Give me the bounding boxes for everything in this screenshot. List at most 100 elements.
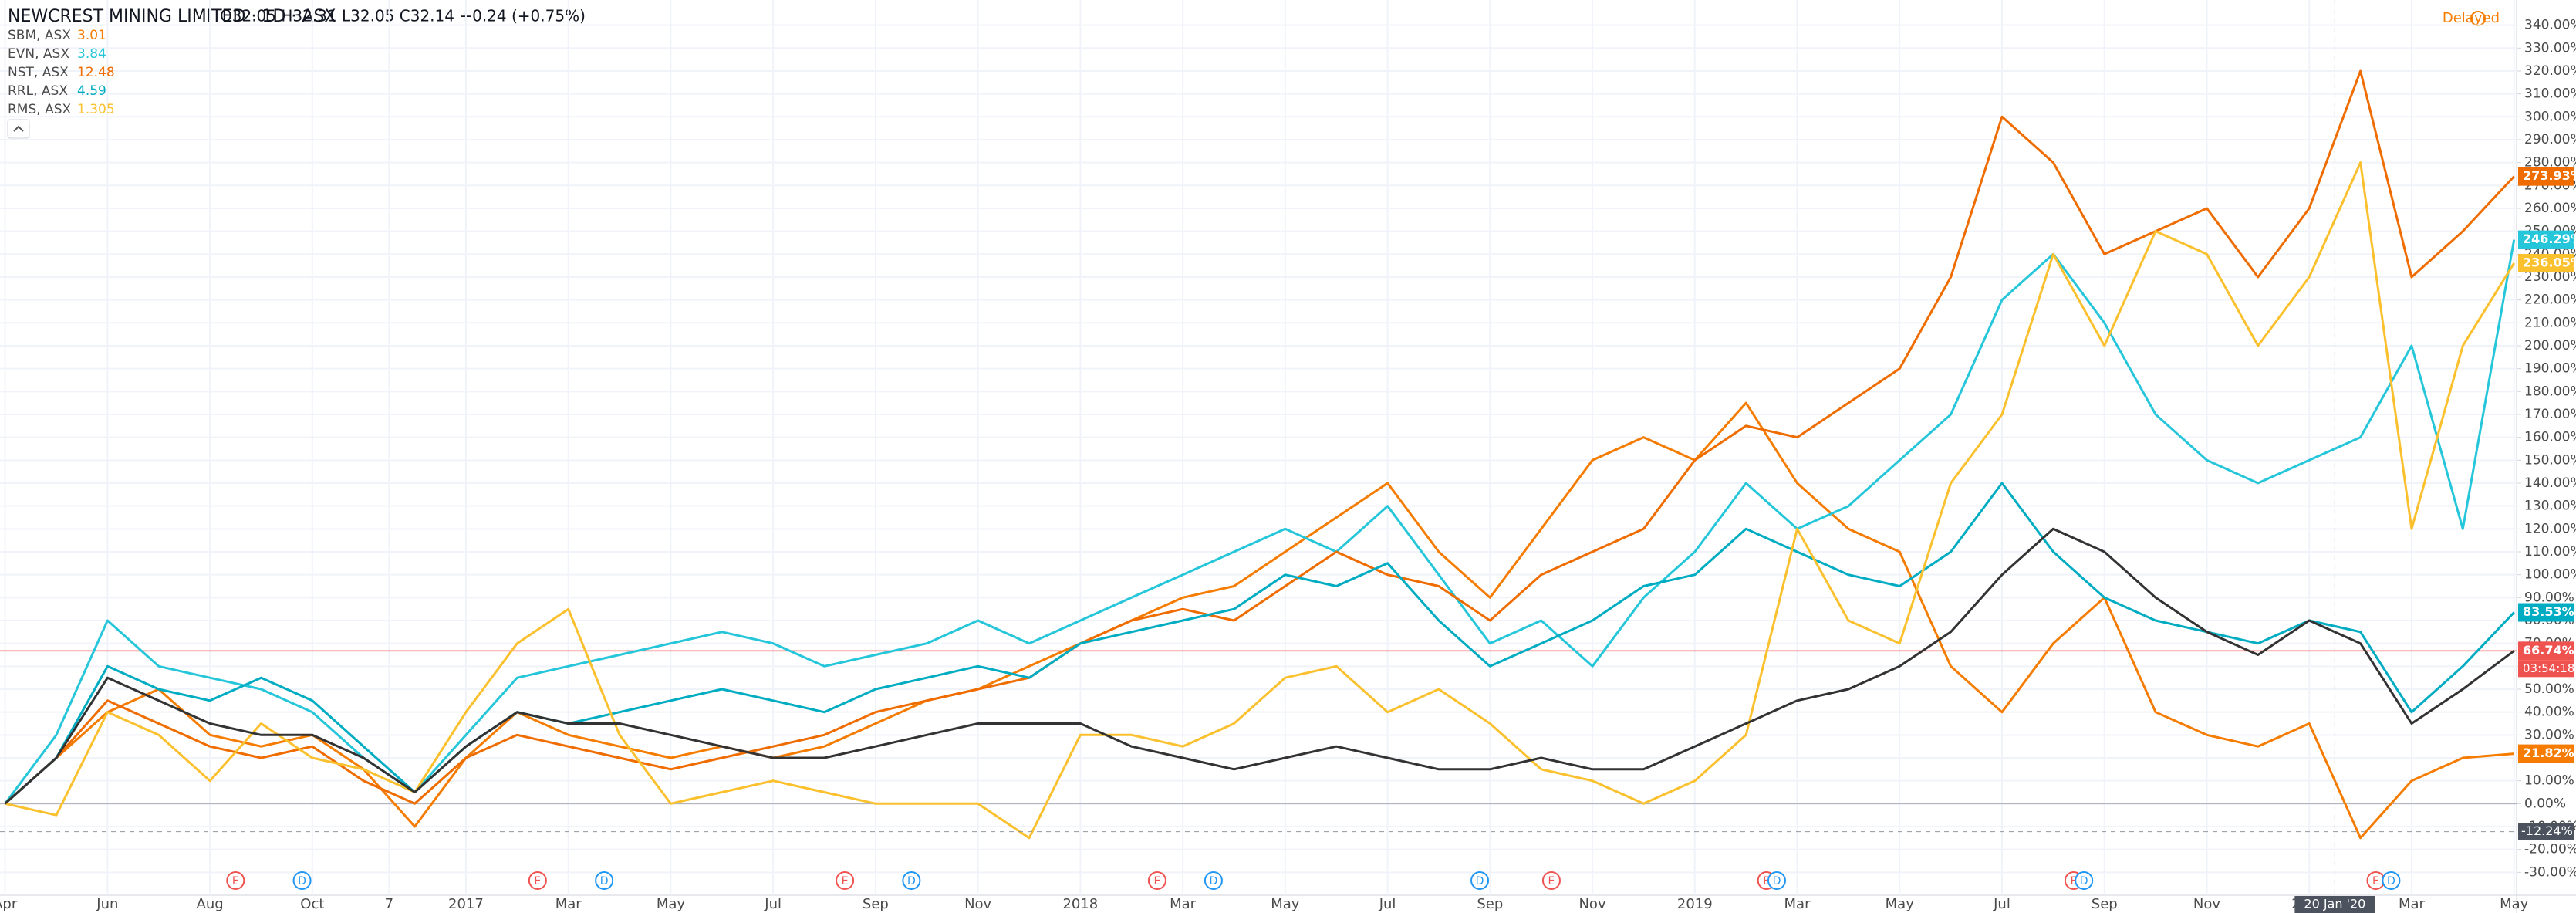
y-tick-label: 330.00% — [2524, 40, 2576, 56]
legend-name[interactable]: RMS, ASX — [8, 102, 71, 117]
series-line — [5, 161, 2515, 840]
x-tick-label: Nov — [1578, 896, 1605, 912]
x-tick-label: Nov — [2193, 896, 2220, 912]
last-value-badge — [2518, 254, 2574, 273]
y-tick-label: 150.00% — [2524, 452, 2576, 468]
last-value-badge — [2518, 167, 2574, 186]
main-series-line — [4, 527, 2515, 805]
y-tick-label: 50.00% — [2524, 681, 2574, 697]
event-label: E — [534, 875, 541, 888]
legend-price[interactable]: 1.305 — [77, 102, 115, 117]
ohlc: O32.05 H32.31 L32.05 C32.14 +0.24 (+0.75… — [220, 7, 586, 25]
x-tick-label: Mar — [555, 896, 582, 912]
event-marker[interactable] — [292, 871, 312, 890]
event-label: E — [1763, 875, 1770, 888]
event-label: E — [2070, 875, 2077, 888]
x-tick-label: Sep — [863, 896, 889, 912]
countdown: 03:54:18 — [2523, 661, 2574, 675]
symbol-title: NEWCREST MINING LIMITED · 1D · ASX — [8, 7, 336, 26]
x-tick-label: Sep — [2092, 896, 2118, 912]
x-tick-label: 2018 — [1062, 896, 1098, 912]
event-marker[interactable] — [1470, 871, 1490, 890]
y-tick-label: 170.00% — [2524, 407, 2576, 422]
collapse-icon — [13, 125, 24, 132]
last-value-label: 236.05% — [2523, 255, 2576, 270]
event-marker[interactable] — [1767, 871, 1786, 890]
event-marker[interactable] — [1541, 871, 1561, 890]
event-marker[interactable] — [528, 871, 547, 890]
x-tick-label: Sep — [1477, 896, 1503, 912]
y-tick-label: 90.00% — [2524, 590, 2574, 605]
series-line — [4, 69, 2515, 805]
event-label: E — [1548, 875, 1555, 888]
series-line — [4, 239, 2516, 805]
x-tick-label: Jun — [96, 896, 118, 912]
last-value-label: 246.29% — [2523, 232, 2576, 246]
last-value-label: 273.93% — [2523, 168, 2576, 183]
legend-name[interactable]: NST, ASX — [8, 65, 69, 80]
y-tick-label: 160.00% — [2524, 430, 2576, 445]
event-label: E — [232, 875, 239, 888]
last-value-label: 21.82% — [2523, 746, 2574, 760]
y-tick-label: 200.00% — [2524, 338, 2576, 353]
crosshair-x-label: 20 Jan '20 — [2304, 897, 2365, 911]
x-tick-label: Aug — [197, 896, 224, 912]
x-tick-label: Oct — [300, 896, 324, 912]
y-tick-label: 140.00% — [2524, 475, 2576, 491]
crosshair-y-label: -12.24% — [2521, 823, 2573, 838]
x-tick-label: Mar — [1170, 896, 1197, 912]
event-label: D — [1773, 875, 1781, 888]
event-marker[interactable] — [2075, 871, 2094, 890]
y-tick-label: 120.00% — [2524, 521, 2576, 536]
event-marker[interactable] — [595, 871, 614, 890]
x-tick-label: 7 — [385, 896, 393, 912]
crosshair-x-badge — [2294, 896, 2375, 913]
event-marker[interactable] — [902, 871, 921, 890]
x-tick-label: Mar — [2399, 896, 2426, 912]
event-marker[interactable] — [836, 871, 855, 890]
y-tick-label: 220.00% — [2524, 292, 2576, 308]
countdown-badge — [2518, 660, 2574, 678]
legend-price[interactable]: 12.48 — [77, 65, 115, 80]
x-tick-label: Jul — [1993, 896, 2010, 912]
y-tick-label: 320.00% — [2524, 63, 2576, 79]
y-tick-label: 260.00% — [2524, 201, 2576, 216]
collapse-legend[interactable] — [7, 119, 30, 139]
event-label: D — [2387, 875, 2395, 888]
x-tick-label: Nov — [964, 896, 991, 912]
event-label: D — [298, 875, 306, 888]
event-marker[interactable] — [1204, 871, 1223, 890]
last-value-badge — [2518, 603, 2574, 622]
event-label: D — [600, 875, 609, 888]
event-marker[interactable] — [1147, 871, 1166, 890]
x-tick-label: Apr — [0, 896, 18, 912]
x-tick-label: Jul — [764, 896, 782, 912]
y-tick-label: 130.00% — [2524, 499, 2576, 514]
y-tick-label: 180.00% — [2524, 384, 2576, 399]
x-tick-label: 2019 — [1677, 896, 1713, 912]
last-value-badge — [2518, 641, 2574, 661]
last-value-label: 83.53% — [2523, 604, 2574, 619]
legend-price[interactable]: 4.59 — [77, 83, 106, 99]
y-tick-label: 40.00% — [2524, 705, 2574, 720]
legend-name[interactable]: RRL, ASX — [8, 83, 68, 99]
x-tick-label: May — [2500, 896, 2529, 912]
y-tick-label: 280.00% — [2524, 155, 2576, 171]
event-label: E — [842, 875, 849, 888]
y-tick-label: 10.00% — [2524, 773, 2574, 789]
x-tick-label: 2017 — [448, 896, 484, 912]
legend-name[interactable]: EVN, ASX — [8, 46, 69, 62]
legend-price[interactable]: 3.84 — [77, 46, 106, 62]
y-tick-label: -30.00% — [2524, 864, 2576, 880]
x-tick-label: May — [1271, 896, 1300, 912]
y-tick-label: 340.00% — [2524, 18, 2576, 33]
y-tick-label: 290.00% — [2524, 132, 2576, 147]
event-label: D — [907, 875, 916, 888]
legend-name[interactable]: SBM, ASX — [8, 28, 71, 43]
x-tick-label: Jul — [1379, 896, 1396, 912]
legend-price[interactable]: 3.01 — [77, 28, 106, 43]
event-marker[interactable] — [2382, 871, 2401, 890]
event-label: E — [1153, 875, 1160, 888]
event-marker[interactable] — [226, 871, 245, 890]
